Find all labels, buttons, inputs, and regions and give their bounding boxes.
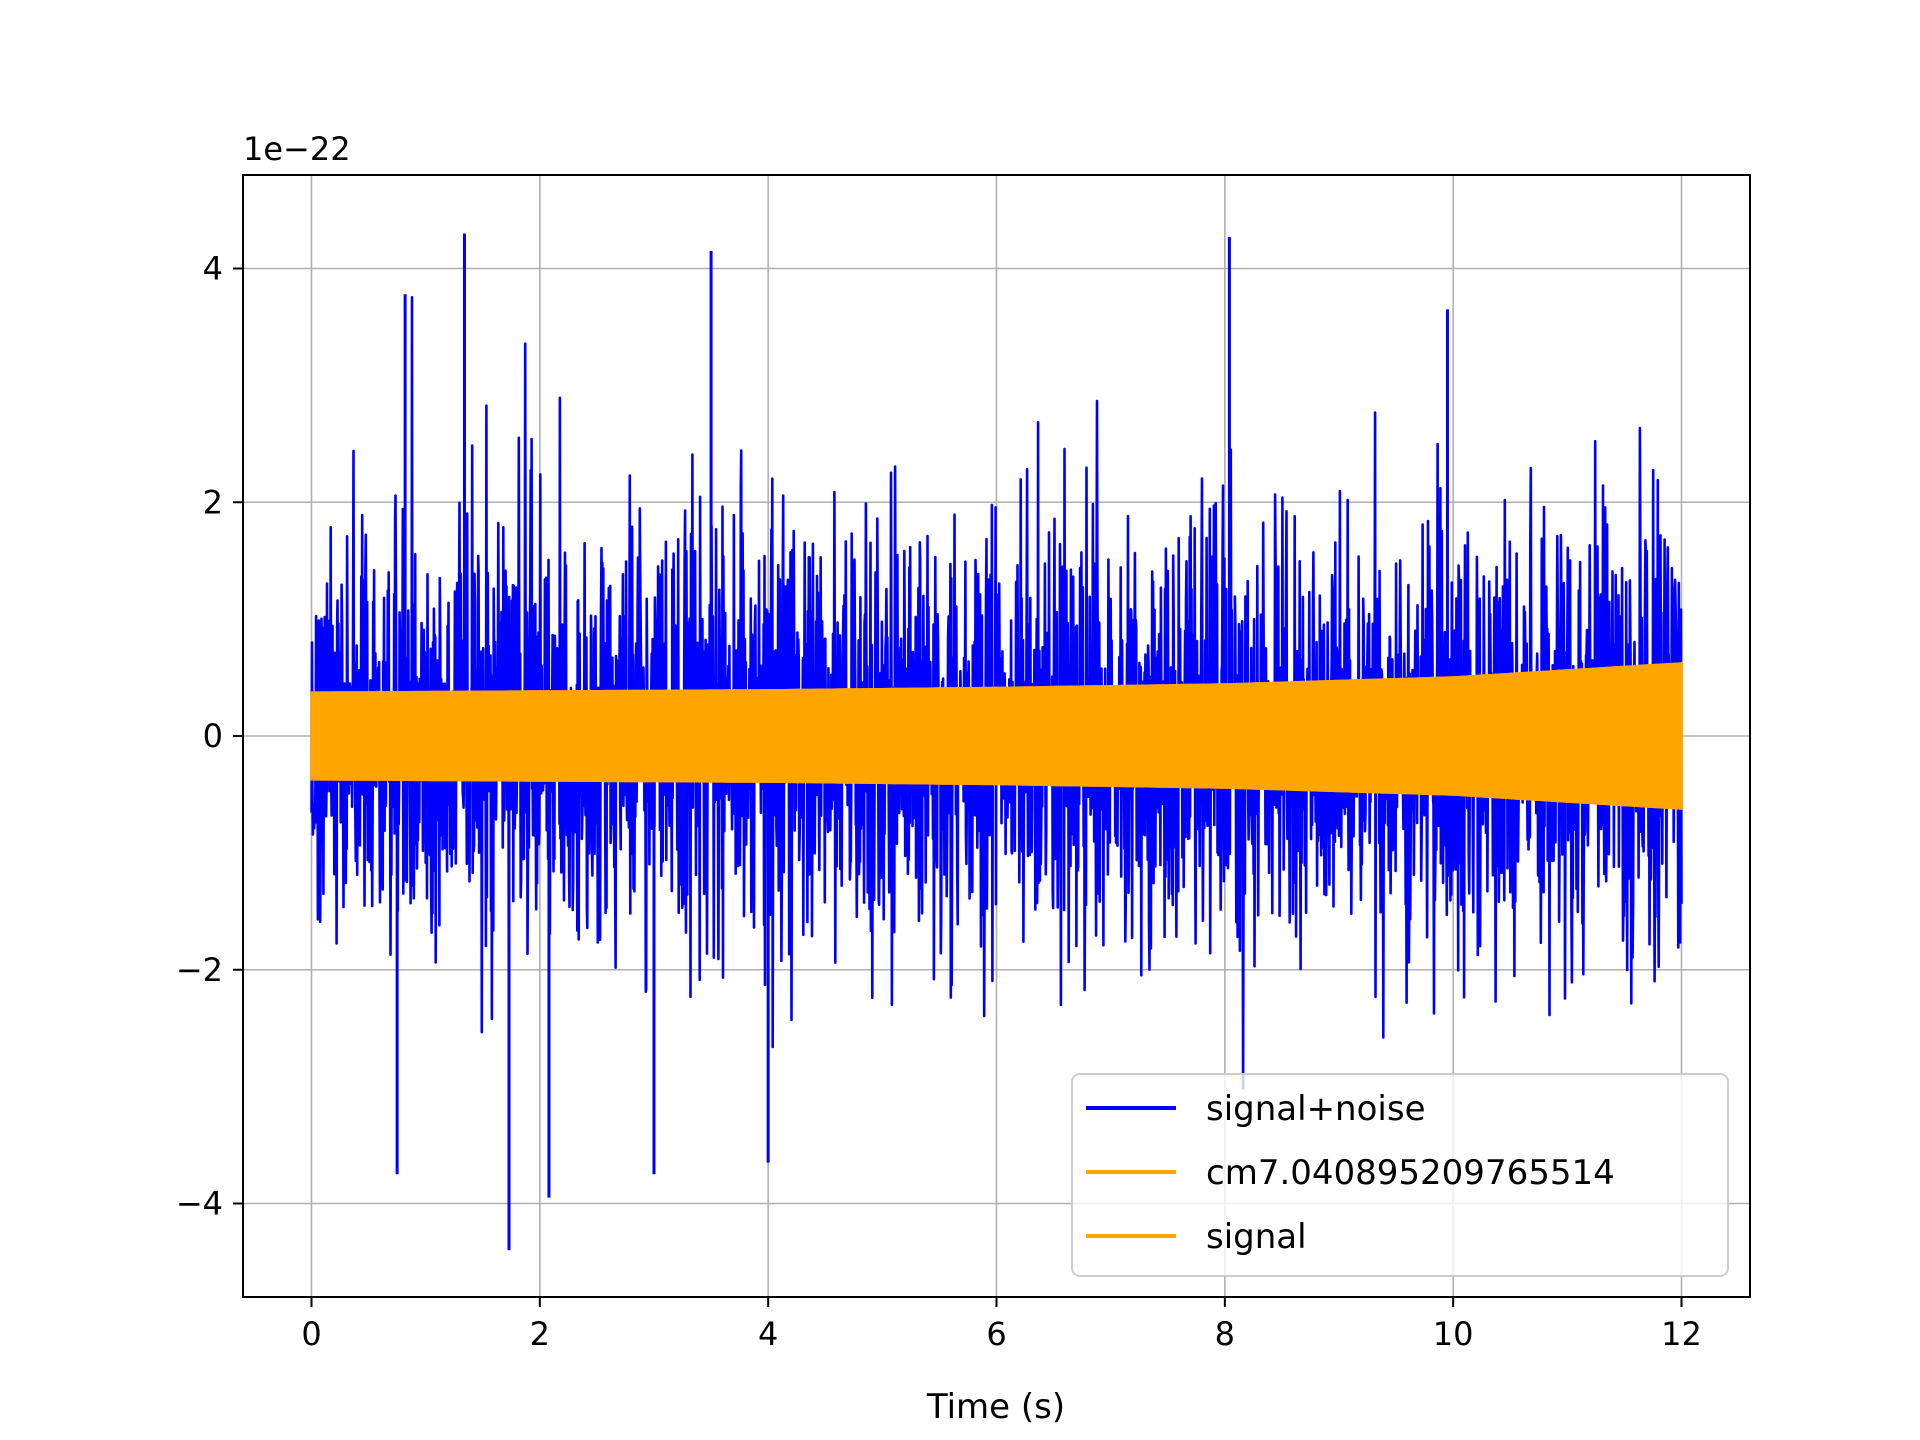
y-tick-label-4: 4 [203,250,223,288]
series-layer [310,233,1683,1251]
x-tick-label-0: 0 [301,1315,321,1353]
legend: signal+noise cm7.040895209765514 signal [1071,1073,1729,1277]
x-axis: 0 2 4 6 8 10 12 [301,1297,1702,1353]
y-axis: −4 −2 0 2 4 [176,250,243,1223]
x-tick-label-6: 12 [1661,1315,1702,1353]
x-tick-label-3: 6 [986,1315,1006,1353]
legend-label-cm: cm7.040895209765514 [1206,1153,1615,1193]
x-tick-label-1: 2 [530,1315,550,1353]
y-tick-label-2: 0 [203,717,223,755]
legend-box [1071,1073,1729,1277]
x-tick-label-2: 4 [758,1315,778,1353]
x-axis-title: Time (s) [926,1387,1065,1427]
legend-label-signal-noise: signal+noise [1206,1089,1426,1129]
y-tick-label-1: −2 [176,951,223,989]
x-tick-label-4: 8 [1215,1315,1235,1353]
series-signal [310,662,1683,810]
y-tick-label-0: −4 [176,1185,223,1223]
legend-label-signal: signal [1206,1217,1307,1257]
y-scale-label: 1e−22 [243,130,351,168]
x-tick-label-5: 10 [1433,1315,1474,1353]
y-tick-label-3: 2 [203,483,223,521]
